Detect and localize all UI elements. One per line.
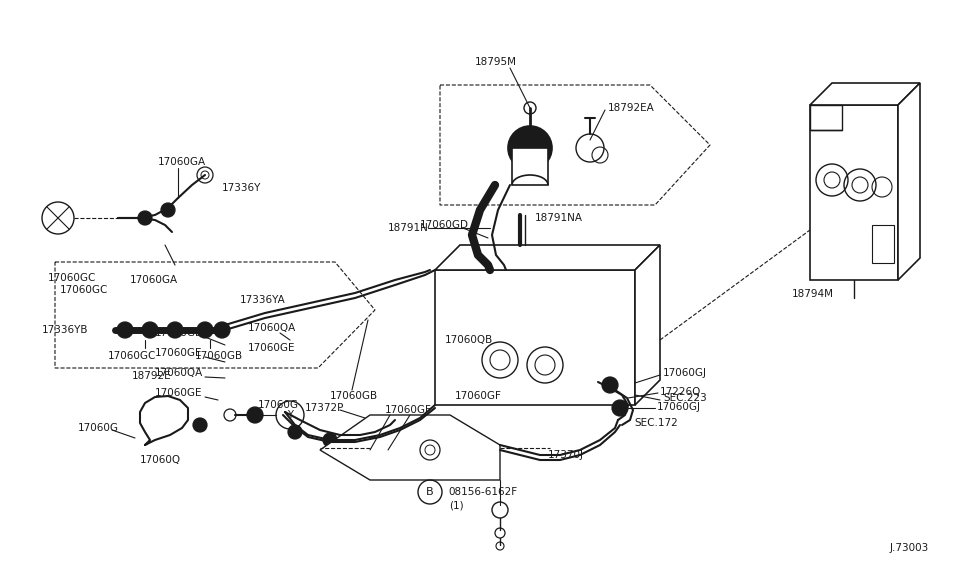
- Text: 18791N: 18791N: [388, 223, 429, 233]
- Text: 17060Q: 17060Q: [140, 455, 181, 465]
- Circle shape: [247, 407, 263, 423]
- Text: 17060GF: 17060GF: [385, 405, 432, 415]
- Text: 17060GF: 17060GF: [455, 391, 502, 401]
- Polygon shape: [435, 245, 660, 270]
- Circle shape: [161, 203, 175, 217]
- Polygon shape: [898, 83, 920, 280]
- Text: 17060GC: 17060GC: [108, 351, 156, 361]
- Text: 17060QA: 17060QA: [248, 323, 296, 333]
- Circle shape: [167, 322, 183, 338]
- Text: 17226Q: 17226Q: [660, 387, 701, 397]
- Text: SEC.223: SEC.223: [663, 393, 707, 403]
- Polygon shape: [810, 105, 898, 280]
- Text: 17060QA: 17060QA: [155, 368, 203, 378]
- Circle shape: [363, 430, 377, 444]
- Text: 17060QB: 17060QB: [445, 335, 493, 345]
- Text: 18792EA: 18792EA: [608, 103, 655, 113]
- Text: SEC.172: SEC.172: [634, 418, 678, 428]
- Text: 08156-6162F: 08156-6162F: [448, 487, 517, 497]
- Circle shape: [142, 322, 158, 338]
- Polygon shape: [635, 245, 660, 405]
- Circle shape: [117, 322, 133, 338]
- Polygon shape: [810, 105, 842, 130]
- Text: 17336YB: 17336YB: [42, 325, 89, 335]
- Text: 17060G: 17060G: [78, 423, 119, 433]
- Polygon shape: [435, 270, 635, 405]
- Text: 17060GB: 17060GB: [330, 391, 378, 401]
- Text: 17060GC: 17060GC: [60, 285, 108, 295]
- Circle shape: [323, 433, 337, 447]
- Text: 17336Y: 17336Y: [222, 183, 261, 193]
- Text: 17060GJ: 17060GJ: [657, 402, 701, 412]
- Text: Y: Y: [287, 410, 292, 420]
- Circle shape: [288, 425, 302, 439]
- Text: (1): (1): [448, 500, 463, 510]
- Text: 18791NA: 18791NA: [535, 213, 583, 223]
- Text: 18794M: 18794M: [792, 289, 834, 299]
- Circle shape: [197, 322, 213, 338]
- Text: 17370J: 17370J: [548, 450, 584, 460]
- Polygon shape: [320, 415, 500, 480]
- Polygon shape: [810, 83, 920, 105]
- Circle shape: [612, 400, 628, 416]
- Text: 17372P: 17372P: [305, 403, 344, 413]
- Text: 17060GE: 17060GE: [248, 343, 295, 353]
- Text: 17060G: 17060G: [258, 400, 299, 410]
- Text: 17060GB: 17060GB: [195, 351, 243, 361]
- Text: 17060GC: 17060GC: [48, 273, 97, 283]
- Text: 17336YA: 17336YA: [240, 295, 286, 305]
- Text: B: B: [426, 487, 434, 497]
- Text: 18792E: 18792E: [132, 371, 172, 381]
- Text: 17060GE: 17060GE: [155, 388, 203, 398]
- Text: 17060GA: 17060GA: [158, 157, 206, 167]
- Circle shape: [508, 126, 552, 170]
- Polygon shape: [512, 148, 548, 185]
- Text: 18795M: 18795M: [475, 57, 517, 67]
- Text: J.73003: J.73003: [890, 543, 929, 553]
- Text: 17060GE: 17060GE: [155, 348, 203, 358]
- Circle shape: [193, 418, 207, 432]
- Text: 17060GA: 17060GA: [130, 275, 178, 285]
- Circle shape: [602, 377, 618, 393]
- Text: 17060GE: 17060GE: [155, 328, 203, 338]
- Circle shape: [138, 211, 152, 225]
- Text: 17060GJ: 17060GJ: [663, 368, 707, 378]
- Text: 17060GD: 17060GD: [420, 220, 469, 230]
- Circle shape: [214, 322, 230, 338]
- Bar: [872, 225, 894, 263]
